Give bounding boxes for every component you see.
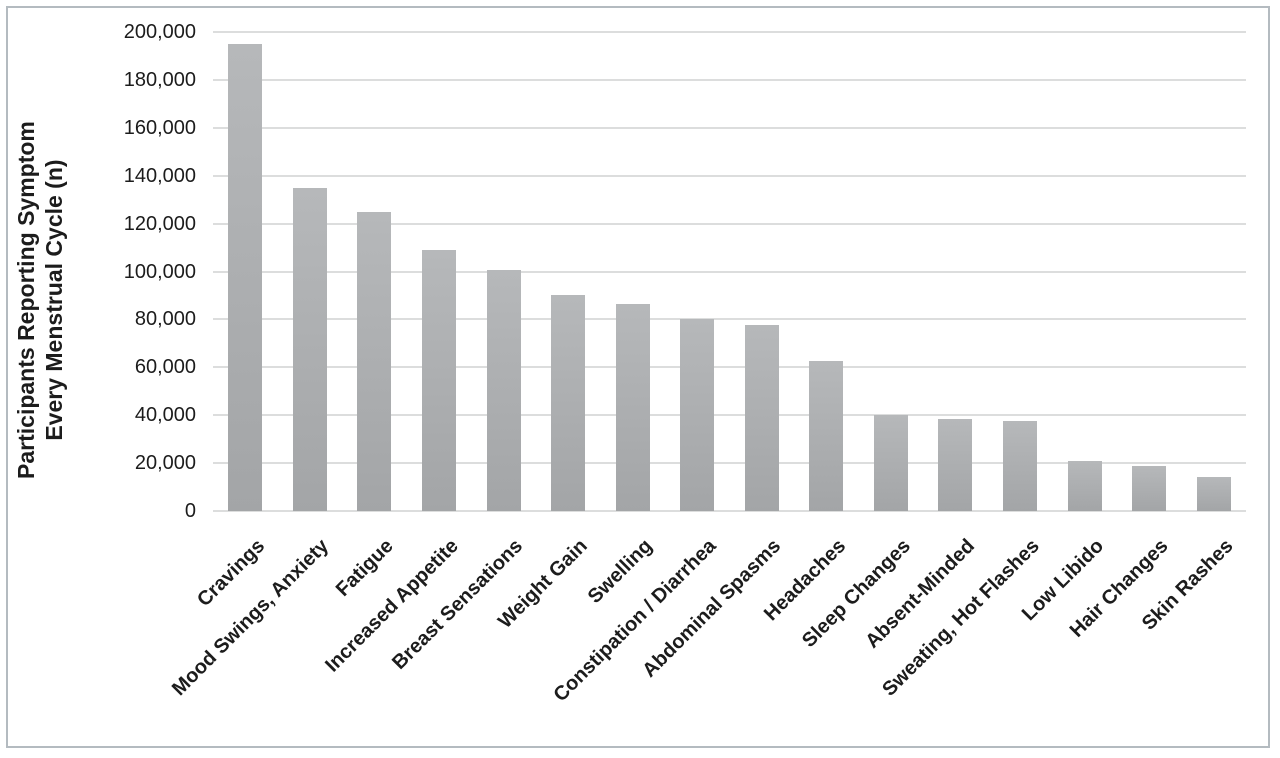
bar-constipation-diarrhea bbox=[680, 319, 715, 511]
gridline-60-000 bbox=[213, 366, 1246, 369]
bar-headaches bbox=[809, 361, 844, 511]
bar-mood-swings-anxiety bbox=[292, 187, 327, 511]
gridline-100-000 bbox=[213, 270, 1246, 273]
bar-swelling bbox=[615, 303, 650, 511]
bar-fatigue bbox=[357, 211, 392, 511]
y-tick-label: 0 bbox=[184, 500, 196, 522]
bar-sweating-hot-flashes bbox=[1003, 421, 1038, 511]
y-tick-label: 140,000 bbox=[123, 164, 196, 187]
y-tick-label: 160,000 bbox=[123, 116, 196, 139]
bar-sleep-changes bbox=[873, 415, 908, 511]
plot-area bbox=[213, 31, 1246, 512]
y-axis-title-line-2: Every Menstrual Cycle (n) bbox=[41, 159, 67, 441]
y-tick-label: 120,000 bbox=[123, 212, 196, 235]
gridline-40-000 bbox=[213, 414, 1246, 417]
gridline-160-000 bbox=[213, 126, 1246, 129]
bar-abdominal-spasms bbox=[744, 325, 779, 511]
y-tick-label: 100,000 bbox=[123, 260, 196, 283]
bar-weight-gain bbox=[551, 295, 586, 511]
gridline-20-000 bbox=[213, 462, 1246, 465]
bar-breast-sensations bbox=[486, 270, 521, 511]
y-tick-label: 20,000 bbox=[134, 452, 196, 475]
gridline-120-000 bbox=[213, 222, 1246, 225]
bar-low-libido bbox=[1067, 460, 1102, 511]
y-tick-label: 180,000 bbox=[123, 68, 196, 91]
gridline-140-000 bbox=[213, 174, 1246, 177]
gridline-0 bbox=[213, 510, 1246, 512]
bar-increased-appetite bbox=[421, 249, 456, 511]
y-tick-label: 40,000 bbox=[134, 404, 196, 427]
y-axis-title: Participants Reporting Symptom Every Men… bbox=[12, 0, 68, 610]
gridline-200-000 bbox=[213, 31, 1246, 33]
y-tick-label: 80,000 bbox=[134, 308, 196, 331]
gridline-80-000 bbox=[213, 318, 1246, 321]
gridline-180-000 bbox=[213, 78, 1246, 81]
bar-hair-changes bbox=[1132, 465, 1167, 511]
bar-absent-minded bbox=[938, 418, 973, 511]
bar-skin-rashes bbox=[1196, 477, 1231, 511]
y-tick-label: 60,000 bbox=[134, 356, 196, 379]
bar-cravings bbox=[228, 43, 263, 511]
y-axis-title-line-1: Participants Reporting Symptom bbox=[12, 121, 39, 479]
y-tick-label: 200,000 bbox=[123, 21, 196, 43]
